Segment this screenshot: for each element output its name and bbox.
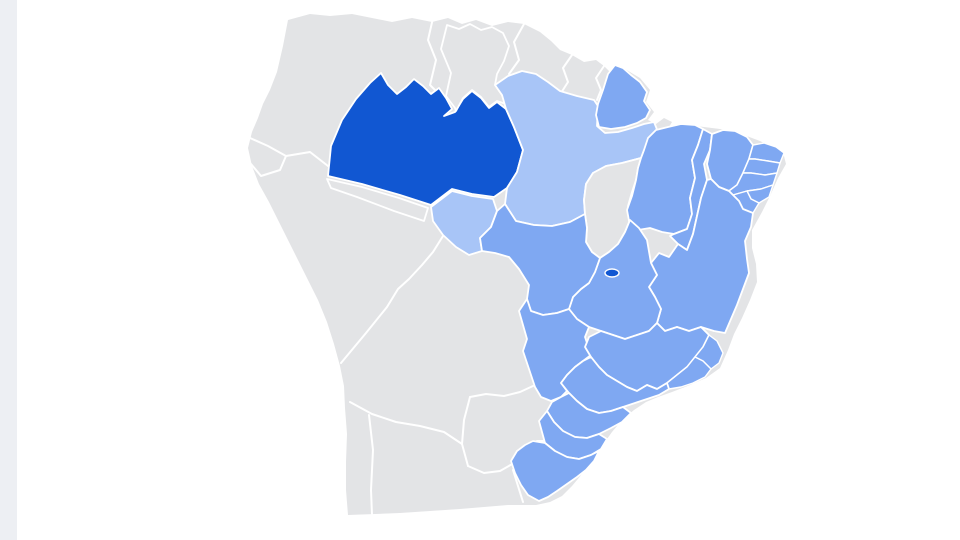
state-mato-grosso[interactable]	[479, 203, 601, 316]
state-acre[interactable]	[326, 178, 429, 222]
border-guyana-suriname	[560, 54, 573, 94]
state-rio-de-janeiro[interactable]	[666, 356, 712, 390]
border-paraguay-argentina-west	[461, 396, 471, 467]
side-panel-edge	[0, 0, 17, 540]
state-amapa[interactable]	[595, 64, 651, 130]
border-colombia-peru	[285, 151, 329, 167]
border-suriname-french-guiana	[595, 65, 605, 101]
border-colombia-venezuela	[427, 17, 444, 99]
border-venezuela-guyana	[508, 23, 525, 75]
border-bolivia-chile-argentina	[349, 401, 463, 445]
state-rio-grande-do-sul[interactable]	[510, 440, 600, 502]
border-peru-bolivia	[340, 235, 444, 364]
border-ecuador	[249, 137, 287, 177]
state-roraima[interactable]	[440, 23, 510, 112]
border-argentina-uruguay	[512, 469, 524, 503]
state-sao-paulo[interactable]	[560, 356, 670, 414]
state-distrito-federal[interactable]	[604, 268, 620, 278]
border-chile-argentina	[368, 414, 374, 516]
country-borders	[249, 17, 605, 516]
brazil-states	[326, 23, 785, 502]
border-bolivia-paraguay	[469, 385, 534, 398]
